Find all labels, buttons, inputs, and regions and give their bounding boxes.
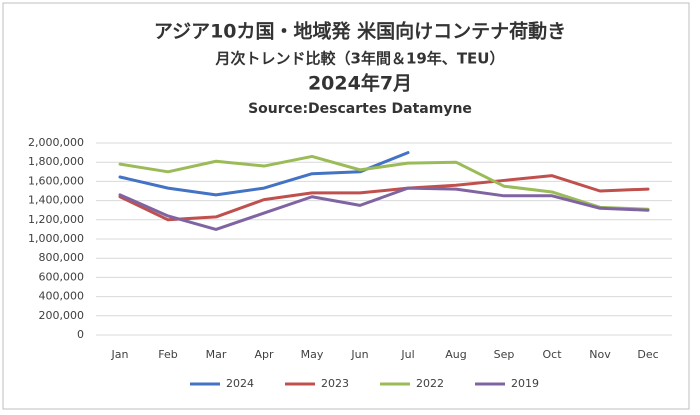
y-tick-label: 200,000	[39, 309, 85, 322]
x-tick-label: Feb	[158, 348, 177, 361]
x-tick-label: Dec	[637, 348, 658, 361]
legend-label: 2023	[321, 377, 349, 390]
series-line	[118, 151, 410, 197]
legend-label: 2024	[226, 377, 254, 390]
chart-source: Source:Descartes Datamyne	[248, 101, 472, 117]
x-tick-label: May	[301, 348, 324, 361]
chart-title: アジア10カ国・地域発 米国向けコンテナ荷動き	[154, 20, 566, 43]
x-tick-label: Aug	[445, 348, 466, 361]
y-tick-label: 600,000	[39, 270, 85, 283]
chart-period: 2024年7月	[308, 72, 412, 95]
x-tick-label: Mar	[206, 348, 227, 361]
x-tick-label: Jun	[350, 348, 368, 361]
chart-border	[2, 2, 690, 410]
series-line	[118, 186, 650, 231]
y-tick-label: 1,400,000	[28, 194, 84, 207]
x-tick-label: Nov	[589, 348, 611, 361]
legend-label: 2019	[511, 377, 539, 390]
chart-subtitle: 月次トレンド比較（3年間＆19年、TEU）	[215, 50, 505, 68]
y-tick-label: 1,800,000	[28, 155, 84, 168]
x-tick-label: Jan	[111, 348, 129, 361]
y-tick-label: 400,000	[39, 290, 85, 303]
x-tick-label: Jul	[400, 348, 414, 361]
series-line	[118, 154, 650, 211]
y-tick-label: 1,000,000	[28, 232, 84, 245]
y-tick-label: 2,000,000	[28, 136, 84, 149]
y-tick-label: 0	[77, 328, 84, 341]
y-tick-label: 1,600,000	[28, 174, 84, 187]
series-line	[118, 174, 650, 222]
x-tick-label: Sep	[494, 348, 515, 361]
x-tick-label: Oct	[542, 348, 562, 361]
y-tick-label: 800,000	[39, 251, 85, 264]
x-tick-label: Apr	[254, 348, 274, 361]
legend-label: 2022	[416, 377, 444, 390]
y-tick-label: 1,200,000	[28, 213, 84, 226]
